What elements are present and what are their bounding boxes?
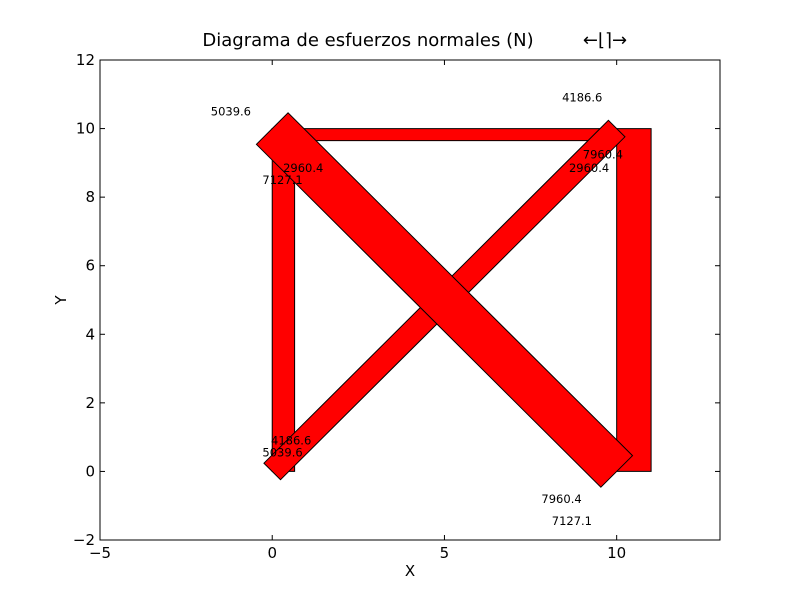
title-suffix: ←⌊⌉→ [583, 30, 627, 51]
x-tick-label: −5 [89, 544, 111, 562]
x-tick-label: 10 [607, 544, 626, 562]
x-axis-label: X [405, 562, 415, 580]
value-annotation: 7127.1 [552, 514, 592, 528]
y-tick-label: 4 [85, 325, 95, 343]
chart-title: Diagrama de esfuerzos normales (N) [202, 30, 533, 51]
value-annotation: 4186.6 [271, 434, 311, 448]
value-annotation: 5039.6 [262, 446, 302, 460]
value-annotation: 2960.4 [283, 161, 323, 175]
title-group: Diagrama de esfuerzos normales (N) ←⌊⌉→ [202, 30, 627, 51]
y-tick-label: 8 [85, 188, 95, 206]
annotations: 5039.64186.62960.47127.17960.42960.44186… [211, 91, 623, 528]
x-tick-label: 0 [267, 544, 277, 562]
value-annotation: 7960.4 [541, 492, 581, 506]
member-band-top-horizontal [271, 128, 618, 142]
value-annotation: 7127.1 [262, 173, 302, 187]
y-axis-label: Y [52, 295, 70, 306]
value-annotation: 7960.4 [583, 147, 623, 161]
y-tick-label: 12 [76, 51, 95, 69]
y-tick-label: −2 [73, 531, 95, 549]
x-tick-label: 5 [440, 544, 450, 562]
value-annotation: 2960.4 [569, 161, 609, 175]
y-tick-label: 6 [85, 257, 95, 275]
plot-area [255, 112, 652, 488]
y-tick-label: 10 [76, 120, 95, 138]
y-tick-label: 2 [85, 394, 95, 412]
axis-ticks: −5 0 5 10 −2 0 2 4 6 8 10 12 [73, 51, 720, 562]
value-annotation: 5039.6 [211, 104, 251, 118]
plot-frame [99, 59, 721, 541]
value-annotation: 4186.6 [562, 91, 602, 105]
member-band-diagonal-down [255, 112, 634, 488]
member-band-right-vertical [616, 128, 652, 472]
y-tick-label: 0 [85, 462, 95, 480]
